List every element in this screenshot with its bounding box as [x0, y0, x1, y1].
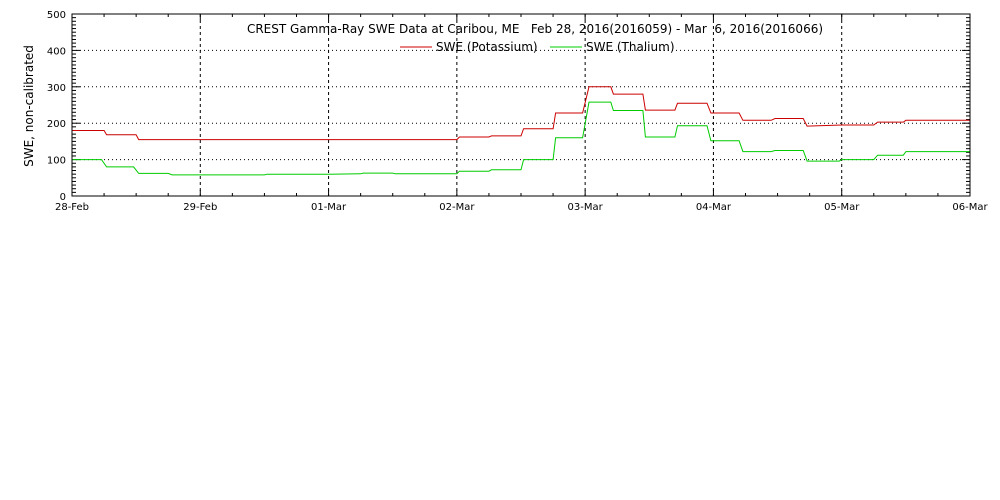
x-tick-label: 03-Mar	[568, 202, 604, 213]
y-tick-label: 100	[47, 156, 66, 167]
series-line-potassium	[72, 86, 970, 141]
legend: SWE (Potassium) SWE (Thalium)	[400, 40, 675, 54]
y-tick-labels: 0 100 200 300 400 500	[47, 10, 66, 203]
x-tick-label: 06-Mar	[952, 202, 988, 213]
y-axis-label: SWE, non-calibrated	[22, 45, 36, 167]
y-tick-label: 200	[47, 119, 66, 130]
y-tick-label: 500	[47, 10, 66, 21]
y-tick-label: 400	[47, 46, 66, 57]
series-lines	[72, 86, 970, 176]
x-tick-label: 01-Mar	[311, 202, 347, 213]
chart-title: CREST Gamma-Ray SWE Data at Caribou, ME …	[247, 22, 823, 36]
plot-frame	[71, 13, 971, 197]
legend-label: SWE (Thalium)	[586, 40, 675, 54]
x-tick-labels: 28-Feb 29-Feb 01-Mar 02-Mar 03-Mar 04-Mar 05-M…	[55, 202, 989, 213]
series-line-thalium	[72, 101, 970, 176]
y-tick-label: 300	[47, 83, 66, 94]
x-tick-label: 28-Feb	[55, 202, 89, 213]
x-tick-label: 29-Feb	[183, 202, 217, 213]
legend-label: SWE (Potassium)	[436, 40, 538, 54]
y-tick-label: 0	[60, 192, 66, 203]
x-tick-label: 05-Mar	[824, 202, 860, 213]
x-tick-label: 02-Mar	[439, 202, 475, 213]
gridlines	[72, 14, 970, 196]
x-tick-label: 04-Mar	[696, 202, 732, 213]
